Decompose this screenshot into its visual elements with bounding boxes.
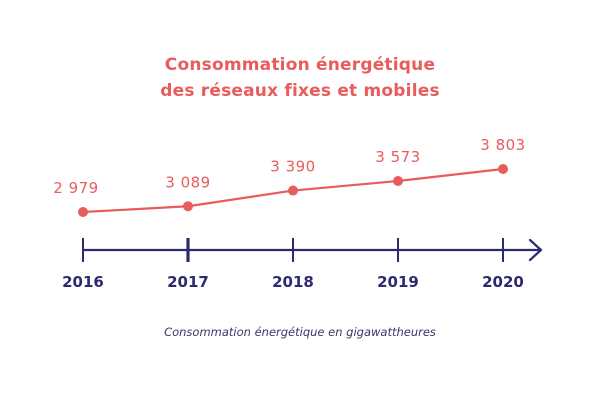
x-tick-labels: 2016 2017 2018 2019 2020	[62, 273, 524, 291]
data-labels: 2 979 3 089 3 390 3 573 3 803	[53, 136, 525, 197]
data-point-2020	[498, 164, 508, 174]
data-label-2016: 2 979	[53, 179, 98, 197]
x-tick-label-2018: 2018	[272, 273, 314, 291]
chart-title-line-2: des réseaux fixes et mobiles	[160, 81, 440, 101]
x-tick-label-2020: 2020	[482, 273, 524, 291]
x-axis	[82, 238, 543, 262]
x-tick-label-2017: 2017	[167, 273, 209, 291]
data-label-2020: 3 803	[480, 136, 525, 154]
x-tick-label-2016: 2016	[62, 273, 104, 291]
x-axis-arrow-icon	[528, 238, 543, 262]
data-point-2019	[393, 176, 403, 187]
data-label-2017: 3 089	[165, 173, 210, 191]
data-point-2016	[78, 207, 88, 217]
data-label-2019: 3 573	[375, 148, 420, 166]
series	[78, 164, 508, 217]
chart-title: Consommation énergétique des réseaux fix…	[0, 52, 600, 104]
chart-caption: Consommation énergétique en gigawattheur…	[164, 325, 436, 339]
data-label-2018: 3 390	[270, 158, 315, 176]
data-point-2017	[183, 201, 193, 212]
chart-title-line-1: Consommation énergétique	[164, 55, 436, 75]
x-tick-label-2019: 2019	[377, 273, 419, 291]
data-point-2018	[288, 185, 298, 196]
